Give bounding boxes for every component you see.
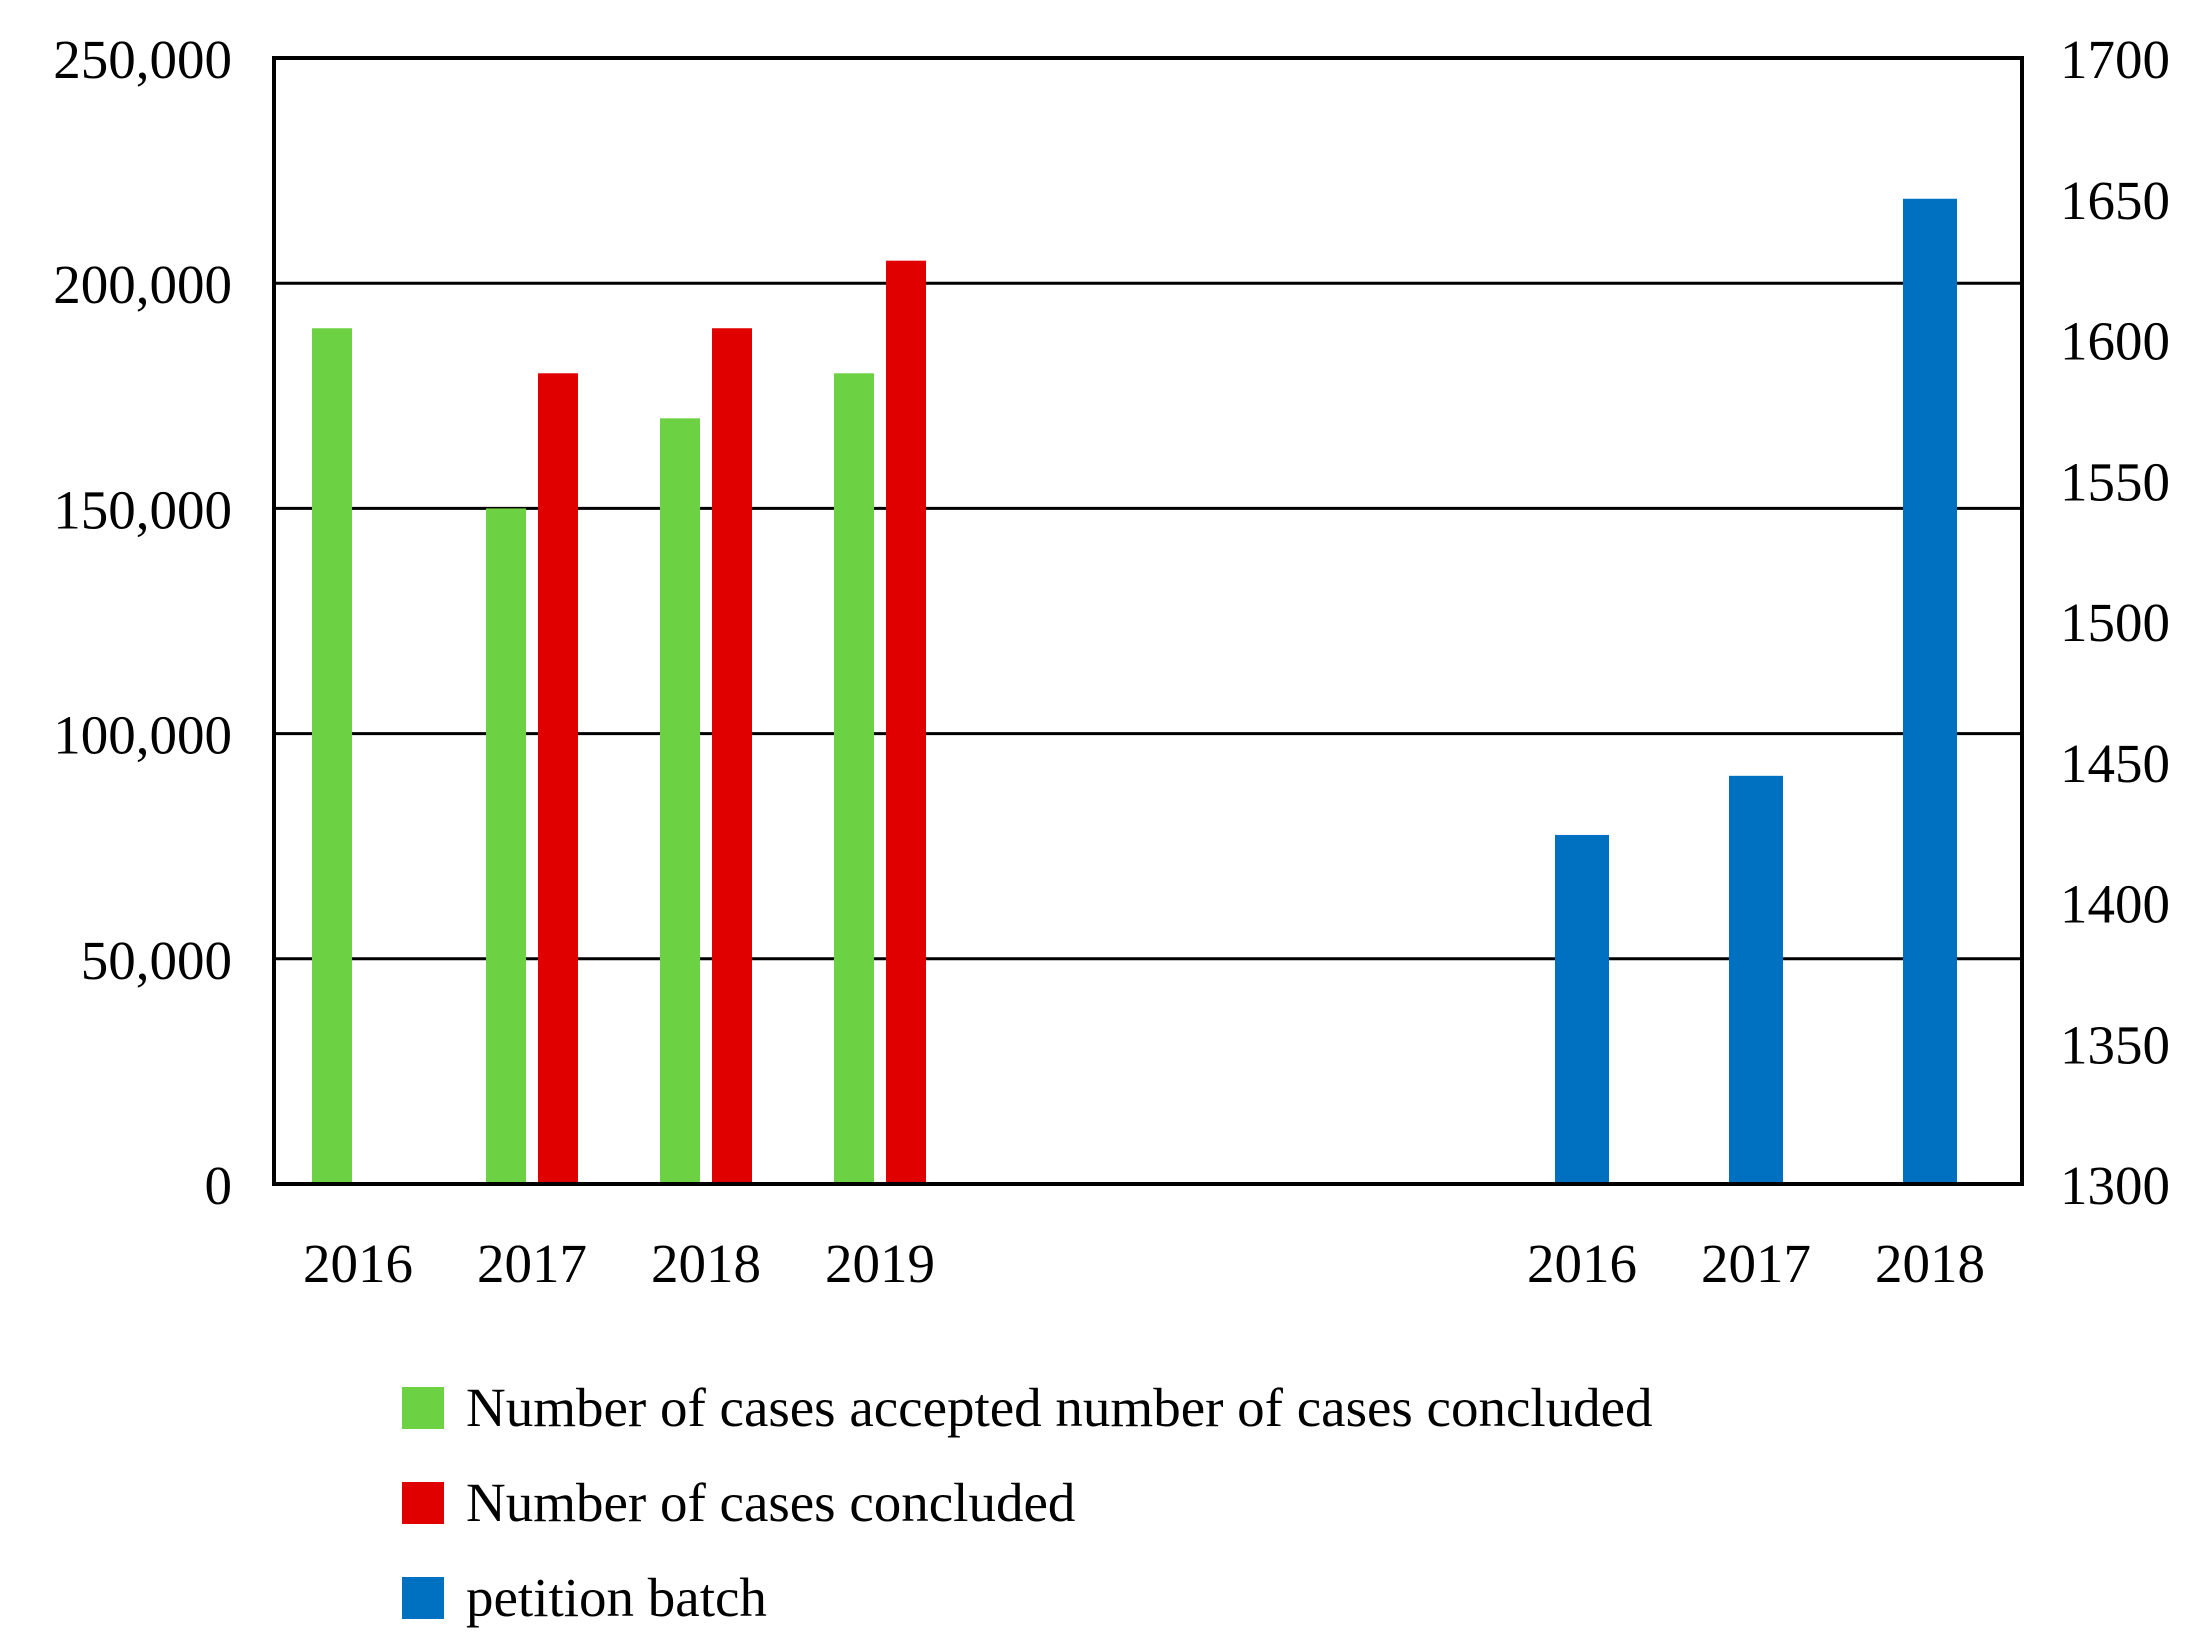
right-tick-label: 1450	[2060, 733, 2170, 794]
legend-label-accepted: Number of cases accepted number of cases…	[466, 1377, 1653, 1438]
right-tick-label: 1600	[2060, 311, 2170, 372]
right-tick-label: 1400	[2060, 874, 2170, 935]
legend-label-concluded: Number of cases concluded	[466, 1472, 1076, 1533]
bar-concluded-2018	[712, 328, 752, 1184]
bar-concluded-2017	[538, 373, 578, 1184]
right-tick-label: 1700	[2060, 29, 2170, 90]
bar-accepted-2016	[312, 328, 352, 1184]
plot-frame	[272, 56, 2024, 1186]
bar-accepted-2019	[834, 373, 874, 1184]
right-tick-label: 1650	[2060, 170, 2170, 231]
x-tick-label: 2017	[477, 1233, 587, 1294]
left-tick-label: 50,000	[81, 930, 232, 991]
left-axis-ticks: 0 50,000 100,000 150,000 200,000 250,000	[53, 29, 232, 1216]
bar-concluded-2019	[886, 260, 926, 1184]
legend-swatch-concluded	[402, 1481, 444, 1524]
right-tick-label: 1550	[2060, 451, 2170, 512]
x-tick-label: 2018	[1875, 1233, 1985, 1294]
legend-swatch-accepted	[402, 1386, 444, 1429]
legend: Number of cases accepted number of cases…	[402, 1360, 1653, 1645]
left-tick-label: 0	[205, 1155, 233, 1216]
legend-swatch-petition	[402, 1576, 444, 1619]
left-tick-label: 150,000	[53, 479, 232, 540]
bar-petition-2018	[1903, 198, 1957, 1184]
bars	[312, 198, 1957, 1184]
x-tick-label: 2018	[651, 1233, 761, 1294]
right-tick-label: 1350	[2060, 1014, 2170, 1075]
legend-item-petition: petition batch	[402, 1550, 1653, 1645]
axes	[272, 56, 2024, 1186]
right-tick-label: 1500	[2060, 592, 2170, 653]
left-tick-label: 200,000	[53, 254, 232, 315]
bar-petition-2016	[1555, 834, 1609, 1184]
bar-petition-2017	[1729, 775, 1783, 1184]
legend-item-accepted: Number of cases accepted number of cases…	[402, 1360, 1653, 1455]
x-tick-label: 2017	[1701, 1233, 1811, 1294]
right-tick-label: 1300	[2060, 1155, 2170, 1216]
right-axis-ticks: 1300 1350 1400 1450 1500 1550 1600 1650 1700	[2060, 29, 2170, 1216]
left-tick-label: 100,000	[53, 705, 232, 766]
x-tick-label: 2016	[303, 1233, 413, 1294]
x-axis-ticks: 2016 2017 2018 2019 2016 2017 2018	[303, 1233, 1985, 1294]
bar-accepted-2018	[660, 418, 700, 1184]
x-tick-label: 2016	[1527, 1233, 1637, 1294]
x-tick-label: 2019	[825, 1233, 935, 1294]
left-tick-label: 250,000	[53, 29, 232, 90]
legend-item-concluded: Number of cases concluded	[402, 1455, 1653, 1550]
legend-label-petition: petition batch	[466, 1567, 767, 1628]
bar-accepted-2017	[486, 508, 526, 1184]
